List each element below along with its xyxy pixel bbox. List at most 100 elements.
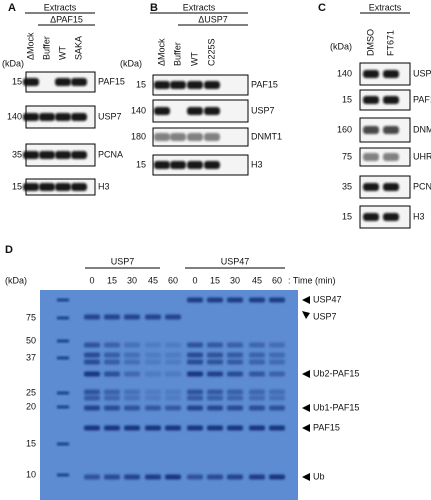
panel-label: C [318, 2, 326, 14]
panel-label: A [8, 2, 16, 14]
protein-label: DNMT1 [251, 131, 282, 141]
group-label: USP47 [221, 256, 250, 266]
band-label: Ub2-PAF15 [313, 368, 359, 378]
gel-band [84, 371, 100, 377]
band [71, 78, 87, 86]
band-arrow [302, 473, 310, 481]
ladder-band [57, 356, 69, 360]
lane-label: WT [189, 52, 199, 66]
band [71, 151, 87, 159]
gel-band [145, 342, 161, 348]
gel-band [207, 405, 223, 411]
band [204, 81, 220, 89]
gel-band [269, 405, 285, 411]
band-arrow [302, 370, 310, 378]
gel-band [124, 352, 140, 358]
band [39, 183, 55, 191]
gel-band [269, 359, 285, 365]
gel-band [145, 389, 161, 395]
gel-band [187, 425, 203, 431]
kda-label: 15 [342, 94, 352, 104]
kda-label: 35 [342, 181, 352, 191]
band-label: USP47 [313, 294, 342, 304]
band [23, 151, 39, 159]
gel-band [227, 342, 243, 348]
gel-band [104, 314, 120, 320]
gel-band [227, 371, 243, 377]
panel-header: Extracts [369, 2, 402, 12]
lane-label: SAKA [73, 36, 83, 60]
band [170, 161, 186, 169]
marker-label: 10 [26, 469, 36, 479]
band-arrow [302, 404, 310, 412]
gel-band [104, 371, 120, 377]
gel-band [207, 342, 223, 348]
panel-header: Extracts [183, 2, 216, 12]
gel-band [207, 297, 223, 303]
gel-band [207, 359, 223, 365]
gel-band [207, 389, 223, 395]
time-label: 0 [89, 275, 94, 285]
kda-label: 75 [342, 151, 352, 161]
gel-band [84, 352, 100, 358]
gel-band [249, 297, 265, 303]
time-label: 45 [252, 275, 262, 285]
protein-label: USP7 [98, 111, 122, 121]
band [363, 96, 379, 104]
gel-band [207, 395, 223, 401]
kda-unit: (kDa) [5, 275, 27, 285]
protein-label: PCNA [98, 149, 123, 159]
gel-band [124, 342, 140, 348]
group-label: USP7 [111, 256, 135, 266]
gel-band [207, 474, 223, 480]
gel-band [227, 395, 243, 401]
gel-band [165, 425, 181, 431]
kda-label: 15 [12, 181, 22, 191]
gel-band [187, 371, 203, 377]
kda-label: 15 [136, 79, 146, 89]
lane-label: ΔMock [156, 38, 166, 66]
gel-band [227, 297, 243, 303]
gel-band [104, 359, 120, 365]
band [55, 78, 71, 86]
gel-band [124, 359, 140, 365]
gel-band [145, 474, 161, 480]
band-label: Ub [313, 471, 325, 481]
time-label: 30 [230, 275, 240, 285]
lane-label: C225S [206, 38, 216, 66]
gel-band [187, 359, 203, 365]
gel-band [124, 474, 140, 480]
time-label: 0 [192, 275, 197, 285]
band [204, 161, 220, 169]
gel-band [104, 395, 120, 401]
band [170, 81, 186, 89]
gel-band [187, 297, 203, 303]
gel-band [269, 342, 285, 348]
band [55, 183, 71, 191]
gel-band [165, 342, 181, 348]
ladder-band [57, 298, 69, 302]
protein-label: H3 [98, 181, 110, 191]
gel-band [104, 389, 120, 395]
kda-label: 35 [12, 149, 22, 159]
panel-subheader: ΔUSP7 [198, 14, 228, 24]
panel-label: D [5, 244, 13, 256]
gel-band [124, 425, 140, 431]
band [23, 183, 39, 191]
band [363, 70, 379, 78]
band [39, 113, 55, 121]
gel-band [207, 425, 223, 431]
band-label: USP7 [313, 311, 337, 321]
gel-band [269, 352, 285, 358]
gel-band [165, 395, 181, 401]
kda-unit: (kDa) [2, 58, 24, 68]
gel-band [249, 474, 265, 480]
protein-label: PCNA [413, 181, 431, 191]
gel-band [84, 359, 100, 365]
time-label: 60 [168, 275, 178, 285]
gel-band [249, 342, 265, 348]
ladder-band [57, 405, 69, 409]
gel-band [145, 395, 161, 401]
gel-band [227, 359, 243, 365]
